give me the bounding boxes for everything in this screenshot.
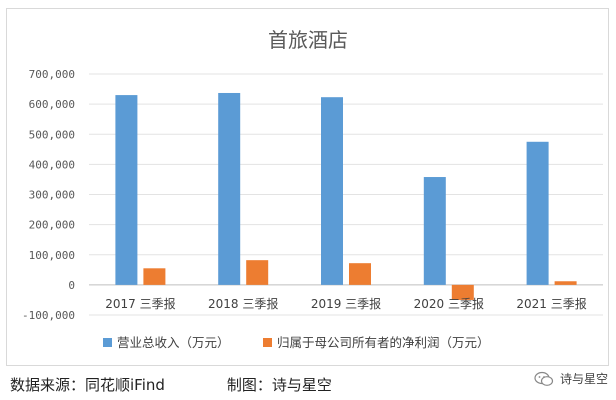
y-tick-label: 0 xyxy=(68,279,75,292)
x-category-label: 2021 三季报 xyxy=(516,296,586,311)
bar-net-profit xyxy=(349,263,371,285)
chart-frame: 首旅酒店 -100,000 0 100,000 200,000 300,000 400,0… xyxy=(6,8,609,366)
bar-net-profit xyxy=(451,284,474,300)
chart-title: 首旅酒店 xyxy=(268,28,348,52)
x-category-label: 2018 三季报 xyxy=(208,296,278,311)
bar-revenue xyxy=(526,141,549,285)
y-tick-label: 600,000 xyxy=(29,98,75,111)
x-category-label: 2017 三季报 xyxy=(105,296,175,311)
y-tick-label: 700,000 xyxy=(29,68,75,81)
bar-revenue xyxy=(321,97,343,285)
y-tick-label: 400,000 xyxy=(29,158,75,171)
legend-swatch xyxy=(103,338,112,347)
y-tick-label: -100,000 xyxy=(22,309,75,322)
x-category-label: 2020 三季报 xyxy=(414,296,484,311)
y-tick-label: 100,000 xyxy=(29,249,75,262)
legend: 营业总收入（万元） 归属于母公司所有者的净利润（万元） xyxy=(103,335,490,350)
bar-revenue xyxy=(423,177,446,285)
chart: 首旅酒店 -100,000 0 100,000 200,000 300,000 400,0… xyxy=(22,28,603,350)
bar-net-profit xyxy=(554,281,577,285)
bars xyxy=(115,92,577,300)
y-tick-label: 500,000 xyxy=(29,128,75,141)
y-tick-label: 200,000 xyxy=(29,219,75,232)
x-category-label: 2019 三季报 xyxy=(311,296,381,311)
source-line: 数据来源：同花顺iFind 制图：诗与星空 xyxy=(10,374,332,395)
bar-revenue xyxy=(218,92,241,285)
watermark-text: 诗与星空 xyxy=(559,372,608,386)
bar-net-profit xyxy=(143,268,166,285)
bar-net-profit xyxy=(246,260,269,285)
legend-label: 营业总收入（万元） xyxy=(117,335,230,350)
gridlines xyxy=(89,73,603,316)
source-label: 数据来源：同花顺iFind xyxy=(10,376,165,394)
watermark: 诗与星空 xyxy=(534,370,608,387)
bar-revenue xyxy=(115,95,138,285)
credit-label: 制图：诗与星空 xyxy=(226,376,332,394)
y-axis-ticks: -100,000 0 100,000 200,000 300,000 400,000 500… xyxy=(22,68,75,322)
legend-swatch xyxy=(263,338,272,347)
legend-label: 归属于母公司所有者的净利润（万元） xyxy=(277,335,490,350)
wechat-icon xyxy=(534,371,554,386)
y-tick-label: 300,000 xyxy=(29,189,75,202)
x-axis-labels: 2017 三季报 2018 三季报 2019 三季报 2020 三季报 2021 三季报 xyxy=(105,296,587,311)
